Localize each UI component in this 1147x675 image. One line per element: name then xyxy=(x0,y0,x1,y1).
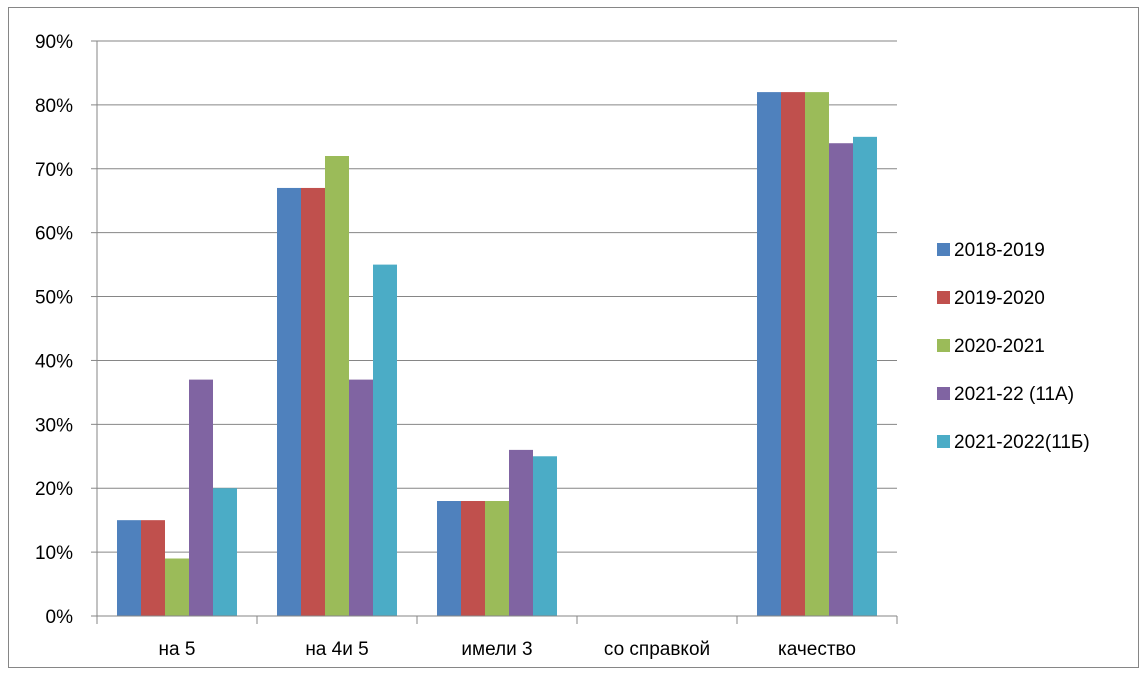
y-axis-tick-labels: 0% 10% 20% 30% 40% 50% 60% 70% 80% 90% xyxy=(35,32,73,628)
legend-swatch xyxy=(937,243,950,256)
bar xyxy=(781,92,805,617)
legend-label: 2020-2021 xyxy=(954,336,1045,357)
legend-label: 2019-2020 xyxy=(954,288,1045,309)
bar xyxy=(829,143,853,616)
legend-swatch xyxy=(937,291,950,304)
bar xyxy=(165,558,189,616)
bar xyxy=(437,501,461,616)
bar xyxy=(277,187,301,616)
bar xyxy=(141,520,165,616)
bar xyxy=(533,456,557,616)
legend-swatch xyxy=(937,339,950,352)
x-axis-tick-labels: на 5 на 4и 5 имели 3 со справкой качество xyxy=(159,639,856,660)
bar xyxy=(853,136,877,617)
y-tick-label: 0% xyxy=(46,607,74,628)
legend-label: 2018-2019 xyxy=(954,240,1045,261)
y-tick-label: 90% xyxy=(35,32,73,53)
y-tick-label: 30% xyxy=(35,415,73,436)
x-tick-label: со справкой xyxy=(604,639,710,660)
x-tick-label: качество xyxy=(778,639,856,660)
y-tick-label: 40% xyxy=(35,351,73,372)
x-tick-label: на 5 xyxy=(159,639,196,660)
bar xyxy=(349,379,373,616)
bar xyxy=(805,92,829,617)
axes xyxy=(91,40,898,624)
legend: 2018-2019 2019-2020 2020-2021 2021-22 (11А)… xyxy=(937,240,1090,453)
bar xyxy=(373,264,397,616)
y-tick-label: 20% xyxy=(35,479,73,500)
y-tick-label: 80% xyxy=(35,96,73,117)
legend-swatch xyxy=(937,435,950,448)
legend-label: 2021-2022(11Б) xyxy=(954,432,1090,453)
bars xyxy=(117,92,877,617)
legend-label: 2021-22 (11А) xyxy=(954,384,1074,405)
x-tick-label: на 4и 5 xyxy=(305,639,368,660)
y-tick-label: 60% xyxy=(35,224,73,245)
bar xyxy=(301,187,325,616)
bar xyxy=(213,488,237,616)
legend-swatch xyxy=(937,387,950,400)
bar xyxy=(117,520,141,616)
bar xyxy=(189,379,213,616)
bar xyxy=(461,501,485,616)
y-tick-label: 10% xyxy=(35,543,73,564)
bar xyxy=(485,501,509,616)
bar xyxy=(509,449,533,616)
y-tick-label: 70% xyxy=(35,160,73,181)
bar xyxy=(757,92,781,617)
bar xyxy=(325,156,349,616)
y-tick-label: 50% xyxy=(35,288,73,309)
x-tick-label: имели 3 xyxy=(461,639,532,660)
